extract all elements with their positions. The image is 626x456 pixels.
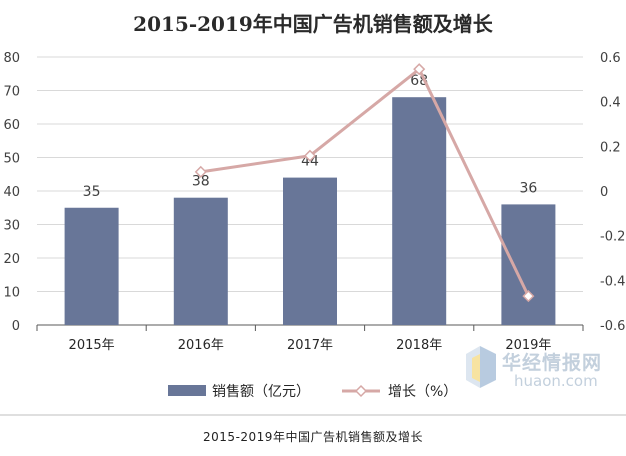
bar-data-label: 38 [192,174,210,190]
watermark-logo-icon [466,346,496,388]
bar [501,204,556,325]
watermark: 华经情报网 huaon.com [462,340,622,396]
bar [283,177,337,325]
y-left-tick-label: 30 [3,219,20,234]
growth-point [522,290,535,303]
legend-line-label: 增长（%） [388,384,457,400]
y-left-tick-label: 60 [3,118,20,133]
growth-point [303,149,317,162]
bar [173,197,228,325]
y-left-tick-label: 80 [3,51,20,66]
chart-title: 2015-2019年中国广告机销售额及增长 [133,12,494,36]
y-left-tick-label: 20 [3,252,20,267]
y-left-tick-label: 10 [3,286,20,301]
bar [392,97,447,325]
legend-bar-swatch [168,385,206,396]
y-left-tick-label: 40 [3,185,20,200]
y-right-tick-label: -0.6 [600,319,625,334]
y-right-tick-label: 0.4 [600,96,621,111]
y-left-tick-label: 50 [3,152,20,167]
watermark-url: huaon.com [514,372,598,390]
growth-point [413,63,426,76]
x-tick-label: 2015年 [69,338,115,353]
y-left-tick-label: 70 [3,85,20,100]
chart-frame: 2015-2019年中国广告机销售额及增长 0 10 20 30 40 50 60 70 80 -0… [0,12,626,416]
growth-point [194,165,207,178]
bar-data-label: 36 [519,180,537,196]
bar [64,207,119,325]
x-tick-label: 2019年 [505,338,551,353]
y-right-tick-label: 0 [600,185,608,200]
x-tick-label: 2018年 [396,338,442,353]
bar-data-label: 35 [83,184,101,200]
y-right-tick-label: 0.6 [600,51,621,66]
y-left-tick-label: 0 [12,319,20,334]
y-right-tick-label: -0.4 [600,274,625,289]
y-right-tick-label: -0.2 [600,230,625,245]
growth-line [200,67,530,297]
x-tick-label: 2016年 [178,338,224,353]
legend-line-marker [354,384,368,398]
combo-chart: 2015-2019年中国广告机销售额及增长 0 10 20 30 40 50 60 70 80 -0… [0,12,626,416]
x-tick-label: 2017年 [287,338,333,353]
figure-caption: 2015-2019年中国广告机销售额及增长 [203,430,423,444]
y-right-tick-label: 0.2 [600,140,621,155]
watermark-text: 华经情报网 [502,352,603,374]
legend-bar-label: 销售额（亿元） [212,384,310,400]
